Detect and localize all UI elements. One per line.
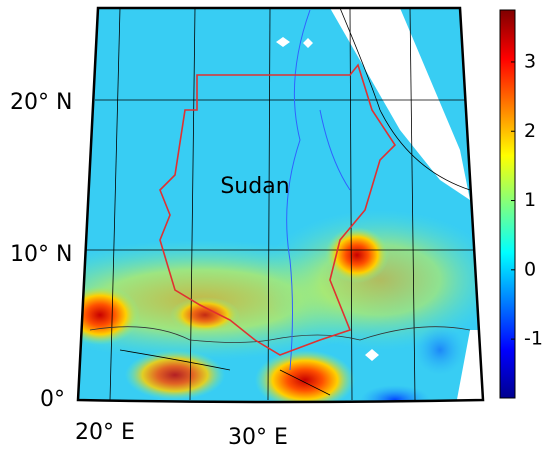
colorbar-tick-label: 2 — [524, 120, 536, 142]
colorbar — [499, 9, 516, 399]
lon-label: 30° E — [228, 425, 288, 450]
sudan-border — [159, 63, 397, 356]
map-frame — [76, 6, 485, 404]
colorbar-tick-label: 0 — [524, 258, 536, 280]
colorbar-tick-label: -1 — [524, 328, 543, 350]
lat-label: 0° — [40, 387, 65, 412]
map-field — [78, 8, 483, 402]
lon-label: 20° E — [75, 420, 135, 445]
lat-label: 20° N — [10, 90, 72, 115]
colorbar-tick-label: 3 — [524, 50, 536, 72]
lat-label: 10° N — [10, 242, 72, 267]
region-label: Sudan — [220, 174, 289, 199]
colorbar-tick-label: 1 — [524, 189, 536, 211]
